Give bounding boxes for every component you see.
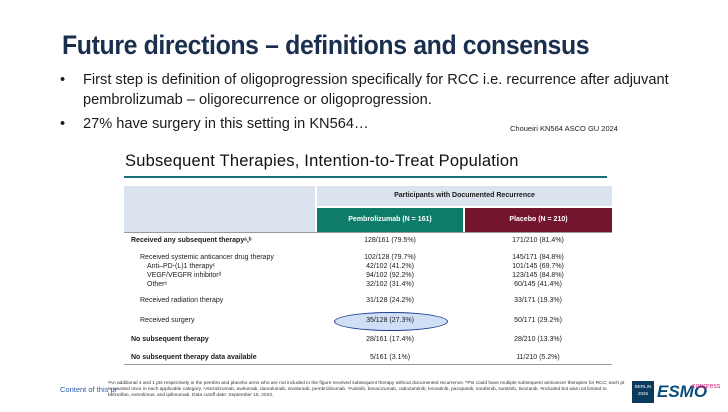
pembro-value: 28/161 (17.4%) [366, 336, 414, 343]
header-divider [124, 232, 612, 233]
bullet-item: • First step is definition of oligoprogr… [58, 70, 718, 110]
table-title: Subsequent Therapies, Intention-to-Treat… [125, 152, 519, 170]
logo-brand: ESMO [657, 382, 708, 401]
pembro-value: 94/102 (92.2%) [366, 272, 414, 279]
pembrolizumab-column-header: Pembrolizumab (N = 161) [317, 208, 463, 232]
title-divider [124, 176, 607, 178]
pembro-value: 31/128 (24.2%) [366, 297, 414, 304]
row-label: Anti–PD-(L)1 therapyᶜ [147, 263, 216, 270]
pembro-value: 5/161 (3.1%) [369, 354, 411, 361]
placebo-value: 123/145 (84.8%) [512, 272, 564, 279]
table-bottom-divider [124, 364, 612, 365]
row-label: Received radiation therapy [140, 297, 224, 304]
slide-title: Future directions – definitions and cons… [62, 30, 590, 60]
row-label: Otherᵉ [147, 281, 168, 288]
table-row: Received any subsequent therapyᵃ,ᵇ 128/1… [124, 235, 612, 246]
table-row: Received radiation therapy 31/128 (24.2%… [124, 295, 612, 306]
row-label: Received any subsequent therapyᵃ,ᵇ [131, 237, 252, 244]
subsequent-therapies-table: Participants with Documented Recurrence … [124, 186, 612, 366]
row-label: No subsequent therapy [131, 336, 209, 343]
table-row: Otherᵉ 32/102 (31.4%) 60/145 (41.4%) [124, 279, 612, 290]
bullet-list: • First step is definition of oligoprogr… [58, 70, 718, 138]
table-row: No subsequent therapy data available 5/1… [124, 352, 612, 363]
placebo-value: 145/171 (84.8%) [512, 254, 564, 261]
citation: Choueiri KN564 ASCO GU 2024 [510, 124, 618, 133]
table-row: Received surgery 35/128 (27.3%) 50/171 (… [124, 315, 612, 326]
logo-city: BERLIN [634, 384, 652, 389]
placebo-value: 60/145 (41.4%) [514, 281, 562, 288]
placebo-value: 28/210 (13.3%) [514, 336, 562, 343]
bullet-item: • 27% have surgery in this setting in KN… [58, 114, 718, 134]
placebo-value: 101/145 (69.7%) [512, 263, 564, 270]
row-label: Received surgery [140, 317, 195, 324]
logo-suffix: congress [692, 383, 721, 390]
row-label: No subsequent therapy data available [131, 354, 257, 361]
placebo-value: 171/210 (81.4%) [512, 237, 564, 244]
pembro-value: 32/102 (31.4%) [366, 281, 414, 288]
group-header: Participants with Documented Recurrence [317, 186, 612, 206]
table-row: Received systemic anticancer drug therap… [124, 252, 612, 263]
surgery-highlight-oval [334, 312, 448, 331]
pembro-value: 42/102 (41.2%) [366, 263, 414, 270]
bullet-dot-icon: • [60, 116, 66, 132]
table-footnote: ᵃAn additional 4 and 1 pts respectively … [108, 381, 625, 398]
content-note: Content of this pr [60, 385, 118, 394]
placebo-value: 33/171 (19.3%) [514, 297, 562, 304]
bullet-dot-icon: • [60, 72, 66, 88]
placebo-value: 50/171 (29.2%) [514, 317, 562, 324]
pembro-value: 35/128 (27.3%) [366, 317, 414, 324]
pembro-value: 128/161 (79.5%) [364, 237, 416, 244]
placebo-value: 11/210 (5.2%) [516, 354, 560, 361]
pembro-value: 102/128 (79.7%) [364, 254, 416, 261]
table-header-blank [124, 186, 315, 232]
table-row: Anti–PD-(L)1 therapyᶜ 42/102 (41.2%) 101… [124, 261, 612, 272]
bullet-text: First step is definition of oligoprogres… [83, 72, 669, 108]
row-label: Received systemic anticancer drug therap… [140, 254, 274, 261]
esmo-congress-logo: BERLIN 2025 ESMO congress [632, 381, 720, 403]
row-label: VEGF/VEGFR inhibitorᵈ [147, 272, 222, 279]
table-row: No subsequent therapy 28/161 (17.4%) 28/… [124, 334, 612, 345]
berlin-badge: BERLIN 2025 [632, 381, 654, 403]
bullet-text: 27% have surgery in this setting in KN56… [83, 116, 369, 132]
placebo-column-header: Placebo (N = 210) [465, 208, 612, 232]
logo-year: 2025 [637, 390, 648, 396]
table-row: VEGF/VEGFR inhibitorᵈ 94/102 (92.2%) 123… [124, 270, 612, 281]
